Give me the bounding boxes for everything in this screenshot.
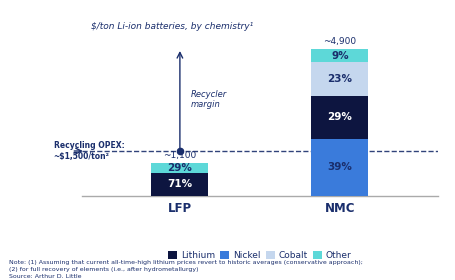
Text: Recycling OPEX:
~$1,500/ton²: Recycling OPEX: ~$1,500/ton² xyxy=(54,141,124,161)
Text: 29%: 29% xyxy=(327,112,352,122)
Bar xyxy=(311,49,368,62)
Bar xyxy=(151,163,208,172)
Bar xyxy=(311,139,368,196)
Text: 39%: 39% xyxy=(327,162,352,172)
Text: ~4,900: ~4,900 xyxy=(323,37,356,46)
Text: 29%: 29% xyxy=(167,163,192,173)
Text: $/ton Li-ion batteries, by chemistry¹: $/ton Li-ion batteries, by chemistry¹ xyxy=(91,22,253,31)
Text: ~1,100: ~1,100 xyxy=(163,151,196,160)
Text: Note: (1) Assuming that current all-time-high lithium prices revert to historic : Note: (1) Assuming that current all-time… xyxy=(9,260,362,279)
Text: 23%: 23% xyxy=(327,74,352,84)
Legend: Lithium, Nickel, Cobalt, Other: Lithium, Nickel, Cobalt, Other xyxy=(164,248,354,264)
Bar xyxy=(311,96,368,139)
Text: Recycler
margin: Recycler margin xyxy=(190,90,226,109)
Text: 71%: 71% xyxy=(167,179,192,189)
Bar xyxy=(151,172,208,196)
Text: 9%: 9% xyxy=(330,51,348,60)
Bar xyxy=(311,62,368,96)
